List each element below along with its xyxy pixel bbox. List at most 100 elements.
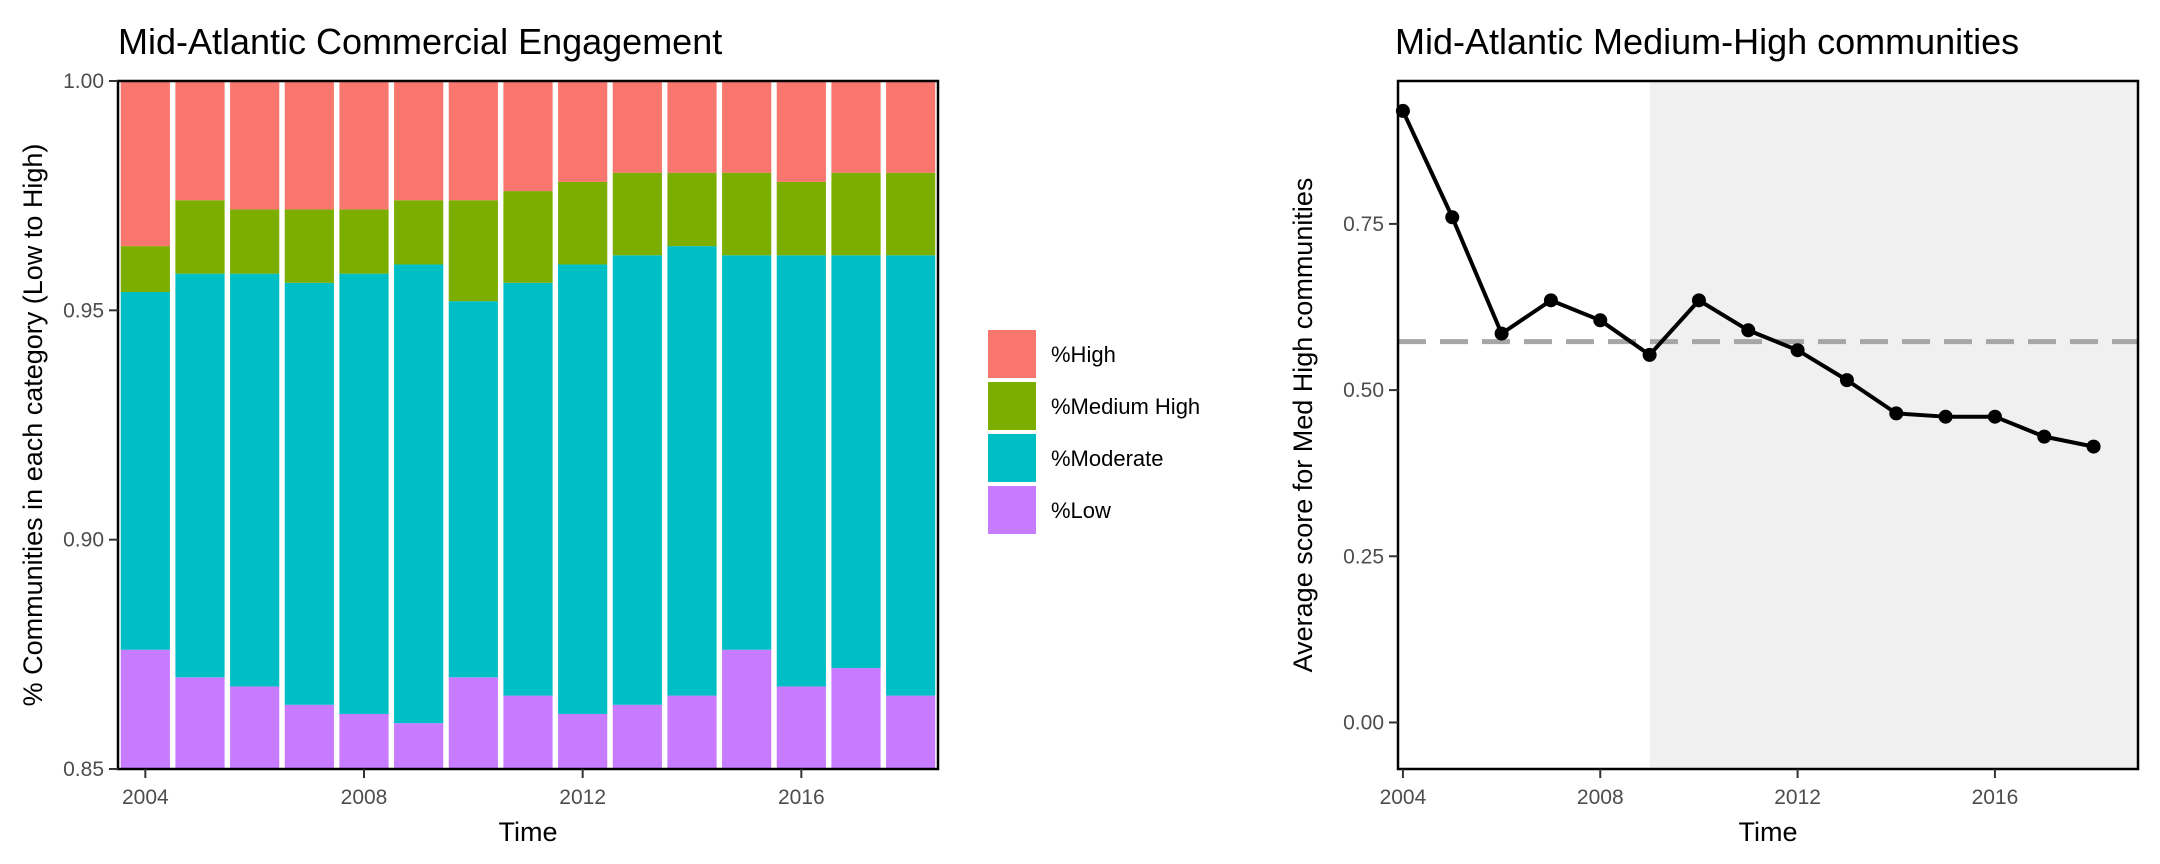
bar-low-2010: [448, 677, 498, 769]
bar-medium-high-2006: [230, 209, 280, 274]
point-2007: [1543, 293, 1558, 308]
bar-medium-high-2012: [558, 181, 608, 265]
legend-label-medium-high: %Medium High: [1051, 394, 1200, 419]
bar-high-2004: [120, 81, 170, 247]
bar-moderate-2005: [175, 273, 225, 678]
bar-stacks: [120, 81, 936, 769]
point-2014: [1889, 406, 1904, 421]
bar-medium-high-2017: [831, 172, 881, 256]
bar-medium-high-2007: [284, 209, 334, 283]
y-tick-label: 0.25: [1343, 545, 1384, 568]
bar-moderate-2013: [612, 255, 662, 705]
bar-moderate-2012: [558, 264, 608, 714]
y-tick-label: 0.85: [63, 758, 104, 781]
point-2013: [1839, 373, 1854, 388]
x-tick-label: 2016: [778, 786, 825, 809]
right-y-axis-ticks: 0.00 0.25 0.50 0.75: [1343, 213, 1398, 734]
bar-high-2015: [722, 81, 772, 173]
right-x-axis-title: Time: [1739, 817, 1798, 847]
point-2005: [1445, 210, 1460, 225]
right-y-axis-title: Average score for Med High communities: [1288, 178, 1318, 673]
left-chart-title: Mid-Atlantic Commercial Engagement: [118, 21, 722, 62]
point-2006: [1494, 326, 1509, 341]
bar-low-2014: [667, 695, 717, 769]
bar-high-2016: [776, 81, 826, 182]
bar-medium-high-2018: [886, 172, 936, 256]
bar-moderate-2006: [230, 273, 280, 687]
point-2017: [2037, 429, 2052, 444]
bar-high-2013: [612, 81, 662, 173]
bar-high-2007: [284, 81, 334, 210]
bar-low-2013: [612, 704, 662, 769]
bar-moderate-2008: [339, 273, 389, 714]
x-tick-label: 2004: [1380, 786, 1427, 809]
bar-low-2007: [284, 704, 334, 769]
bar-high-2018: [886, 81, 936, 173]
x-tick-label: 2012: [1774, 786, 1821, 809]
bar-high-2009: [394, 81, 444, 201]
bar-high-2006: [230, 81, 280, 210]
x-tick-label: 2016: [1972, 786, 2019, 809]
bar-medium-high-2004: [120, 246, 170, 292]
left-y-axis-title: % Communities in each category (Low to H…: [18, 144, 48, 707]
left-x-axis-title: Time: [499, 817, 558, 847]
right-plot-border: [1396, 79, 2140, 771]
point-2015: [1938, 409, 1953, 424]
bar-high-2012: [558, 81, 608, 182]
right-x-axis-ticks: 2004 2008 2012 2016: [1380, 769, 2019, 809]
y-tick-label: 0.95: [63, 299, 104, 322]
stacked-bar-chart: Mid-Atlantic Commercial Engagement 0.85 0…: [18, 21, 1200, 847]
bar-medium-high-2010: [448, 200, 498, 302]
bar-moderate-2009: [394, 264, 444, 724]
bar-medium-high-2008: [339, 209, 389, 274]
bar-moderate-2017: [831, 255, 881, 669]
legend-key-medium-high: [988, 382, 1036, 430]
left-plot-border: [116, 79, 940, 771]
line-chart: Mid-Atlantic Medium-High communities 0.0…: [1288, 21, 2140, 847]
bar-high-2014: [667, 81, 717, 173]
bar-high-2005: [175, 81, 225, 201]
bar-low-2008: [339, 713, 389, 769]
legend: %High %Medium High %Moderate %Low: [988, 330, 1200, 534]
bar-high-2008: [339, 81, 389, 210]
point-2016: [1987, 409, 2002, 424]
bar-high-2011: [503, 81, 553, 192]
shaded-region: [1649, 81, 2138, 769]
bar-high-2010: [448, 81, 498, 201]
bar-medium-high-2015: [722, 172, 772, 256]
x-tick-label: 2008: [341, 786, 388, 809]
bar-low-2011: [503, 695, 553, 769]
y-tick-label: 0.90: [63, 529, 104, 552]
bar-low-2017: [831, 668, 881, 769]
legend-label-moderate: %Moderate: [1051, 446, 1164, 471]
y-tick-label: 0.00: [1343, 711, 1384, 734]
legend-key-low: [988, 486, 1036, 534]
bar-low-2015: [722, 649, 772, 769]
bar-low-2016: [776, 686, 826, 769]
x-tick-label: 2008: [1577, 786, 1624, 809]
bar-low-2004: [120, 649, 170, 769]
bar-moderate-2018: [886, 255, 936, 696]
bar-moderate-2014: [667, 246, 717, 696]
bar-medium-high-2016: [776, 181, 826, 256]
bar-low-2018: [886, 695, 936, 769]
bar-medium-high-2009: [394, 200, 444, 265]
point-2008: [1593, 313, 1608, 328]
bar-moderate-2015: [722, 255, 772, 650]
legend-label-high: %High: [1051, 342, 1116, 367]
bar-high-2017: [831, 81, 881, 173]
x-tick-label: 2004: [122, 786, 169, 809]
point-2011: [1741, 323, 1756, 338]
point-2004: [1395, 103, 1410, 118]
legend-key-high: [988, 330, 1036, 378]
legend-key-moderate: [988, 434, 1036, 482]
x-tick-label: 2012: [559, 786, 606, 809]
point-2010: [1691, 293, 1706, 308]
point-2012: [1790, 343, 1805, 358]
bar-medium-high-2013: [612, 172, 662, 256]
bar-moderate-2011: [503, 282, 553, 696]
bar-low-2005: [175, 677, 225, 769]
bar-low-2009: [394, 723, 444, 769]
right-chart-title: Mid-Atlantic Medium-High communities: [1395, 21, 2019, 62]
